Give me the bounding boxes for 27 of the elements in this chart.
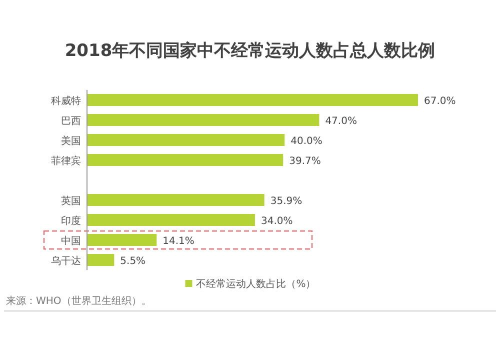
y-tick-label: 乌干达: [51, 255, 81, 267]
data-label: 5.5%: [120, 256, 146, 267]
bar: [87, 234, 157, 246]
y-tick-label: 科威特: [51, 95, 81, 107]
bar: [87, 214, 255, 226]
bar: [87, 94, 418, 106]
bar: [87, 254, 114, 266]
bar: [87, 154, 284, 166]
bar: [87, 114, 320, 126]
data-label: 34.0%: [260, 216, 293, 227]
legend-label: 不经常运动人数占比（%）: [196, 278, 316, 290]
data-label: 67.0%: [424, 96, 456, 107]
data-label: 35.9%: [270, 196, 302, 207]
y-tick-label: 菲律宾: [51, 155, 81, 167]
data-label: 40.0%: [290, 136, 322, 147]
data-label: 39.7%: [289, 156, 321, 167]
y-tick-label: 印度: [61, 215, 81, 227]
source-note: 来源：WHO（世界卫生组织）。: [6, 295, 152, 307]
y-tick-label: 中国: [61, 235, 81, 247]
data-label: 14.1%: [162, 236, 194, 247]
y-tick-label: 英国: [61, 195, 81, 207]
chart-title: 2018年不同国家中不经常运动人数占总人数比例: [64, 41, 436, 61]
y-tick-label: 美国: [61, 135, 81, 147]
bar: [87, 134, 285, 146]
bar: [87, 194, 264, 206]
y-tick-label: 巴西: [61, 116, 81, 127]
data-label: 47.0%: [325, 116, 357, 127]
